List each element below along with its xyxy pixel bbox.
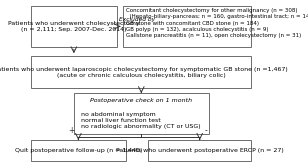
Text: +: + <box>68 126 75 135</box>
FancyBboxPatch shape <box>31 6 116 47</box>
FancyBboxPatch shape <box>74 93 209 134</box>
Text: Patients who underwent laparoscopic cholecystectomy for symptomatic GB stone (n : Patients who underwent laparoscopic chol… <box>0 67 288 78</box>
Text: Excluded by: Excluded by <box>119 17 155 21</box>
FancyBboxPatch shape <box>31 140 126 161</box>
Text: Patients who underwent cholecystectomy
(n = 2,111; Sep. 2007-Dec. 2014): Patients who underwent cholecystectomy (… <box>8 21 140 32</box>
Text: no abdominal symptom
normal liver function test
no radiologic abnormality (CT or: no abdominal symptom normal liver functi… <box>81 106 200 129</box>
Text: Quit postoperative follow-up (n = 1,440): Quit postoperative follow-up (n = 1,440) <box>14 148 142 153</box>
Text: Patients who underwent postoperative ERCP (n = 27): Patients who underwent postoperative ERC… <box>116 148 284 153</box>
Text: -: - <box>205 126 208 135</box>
FancyBboxPatch shape <box>148 140 251 161</box>
Text: Concomitant cholecystectomy for other malignancy (n = 308)
  (Hepato-biliary-pan: Concomitant cholecystectomy for other ma… <box>126 8 308 38</box>
FancyBboxPatch shape <box>31 56 251 88</box>
Text: Postoperative check on 1 month: Postoperative check on 1 month <box>90 98 192 103</box>
FancyBboxPatch shape <box>123 6 251 47</box>
